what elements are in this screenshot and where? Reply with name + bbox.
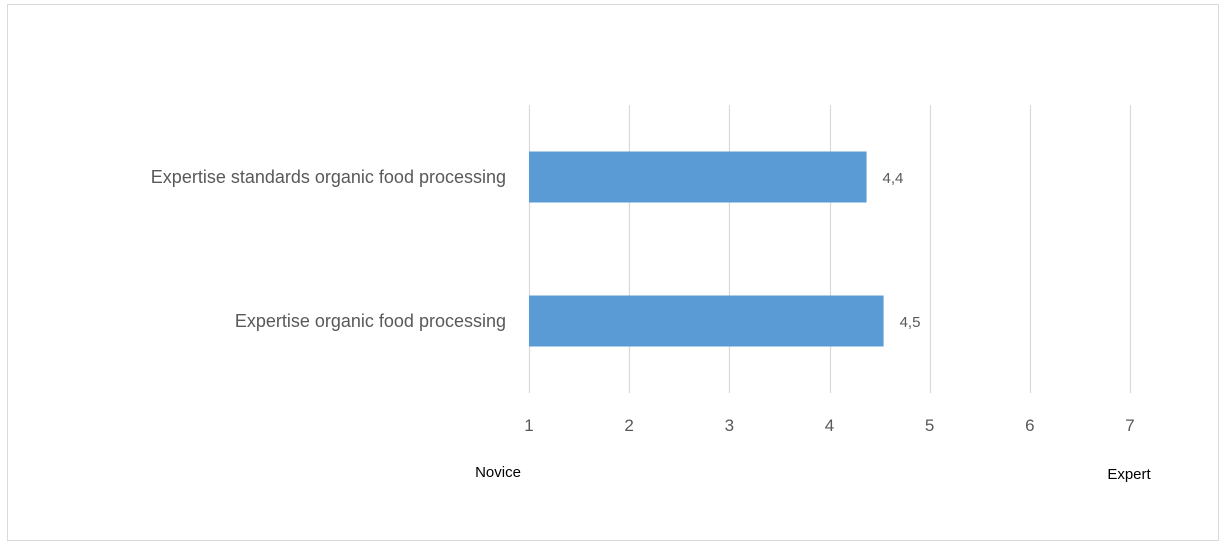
x-tick-label-2: 2 (624, 416, 633, 435)
data-label-1: 4,4 (883, 170, 904, 187)
x-endpoint-label-novice: Novice (475, 464, 521, 481)
x-tick-label-3: 3 (725, 416, 734, 435)
x-tick-label-4: 4 (825, 416, 834, 435)
bars (529, 151, 884, 347)
x-tick-label-7: 7 (1125, 416, 1134, 435)
data-label-2: 4,5 (900, 314, 921, 331)
chart-frame (7, 4, 1219, 541)
gridlines (528, 105, 1132, 393)
category-label-1: Expertise standards organic food process… (151, 167, 506, 187)
bar-1 (529, 151, 867, 203)
labels: Novice Expert 1 2 3 4 5 6 7 Expertise standards… (151, 167, 1152, 483)
x-tick-label-5: 5 (925, 416, 934, 435)
x-tick-label-6: 6 (1025, 416, 1034, 435)
x-endpoint-label-expert: Expert (1107, 466, 1151, 483)
x-tick-label-1: 1 (524, 416, 533, 435)
bar-2 (529, 295, 884, 347)
category-label-2: Expertise organic food processing (235, 311, 506, 331)
